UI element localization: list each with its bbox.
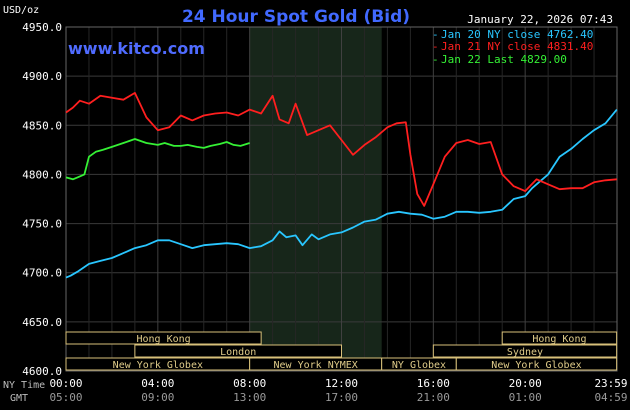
y-tick-label: 4950.0 [22,21,62,34]
session-bar [501,331,618,345]
x-tick-label-gmt: 13:00 [233,391,266,404]
x-tick-label-ny: 16:00 [417,377,450,390]
x-tick-label-gmt: 05:00 [49,391,82,404]
x-tick-label-gmt: 01:00 [509,391,542,404]
unit-label: USD/oz [3,5,39,16]
session-label: Hong Kong [532,334,586,345]
x-tick-label-ny: 20:00 [509,377,542,390]
legend-dash-jan21: - [432,40,439,53]
x-tick-label-gmt: 04:59 [594,391,627,404]
brand-watermark: www.kitco.com [68,39,205,58]
x-tick-label-gmt: 21:00 [417,391,450,404]
series-line-jan20 [65,109,618,279]
session-label: London [220,347,256,358]
x-tick-label-ny: 23:59 [594,377,627,390]
y-tick-label: 4850.0 [22,119,62,132]
x-tick-label-gmt: 09:00 [141,391,174,404]
y-tick-label: 4700.0 [22,267,62,280]
y-tick-label: 4750.0 [22,218,62,231]
session-label: New York Globex [491,360,581,371]
x-axis-gmt-label: GMT [10,393,28,404]
session-bar [432,344,618,358]
x-tick-label-ny: 08:00 [233,377,266,390]
session-bar [65,331,262,345]
x-axis-ny-label: NY Time [3,380,45,391]
legend-item-jan22: Jan 22 Last 4829.00 [441,53,567,66]
legend: Jan 20 NY close 4762.40 Jan 21 NY close … [432,28,593,66]
session-label: NY Globex [392,360,446,371]
legend-item-jan21: Jan 21 NY close 4831.40 [441,40,593,53]
nymex-session-band [249,27,382,371]
y-tick-label: 4600.0 [22,365,62,378]
session-label: New York NYMEX [274,360,358,371]
series-line-jan21 [65,92,617,207]
legend-item-jan20: Jan 20 NY close 4762.40 [441,28,593,41]
y-tick-label: 4800.0 [22,168,62,181]
x-tick-label-gmt: 17:00 [325,391,358,404]
y-tick-label: 4650.0 [22,316,62,329]
session-label: New York Globex [113,360,203,371]
session-label: Sydney [507,347,543,358]
series-line-jan22 [65,138,250,181]
x-tick-label-ny: 00:00 [49,377,82,390]
y-tick-label: 4900.0 [22,70,62,83]
session-bar [455,357,618,371]
session-bar [134,344,342,358]
timestamp: January 22, 2026 07:43 [467,13,613,26]
session-label: Hong Kong [136,334,190,345]
plot-frame [65,26,618,372]
x-tick-label-ny: 12:00 [325,377,358,390]
chart-title: 24 Hour Spot Gold (Bid) [182,7,410,27]
legend-dash-jan22: - [432,53,439,66]
legend-dash-jan20: - [432,28,439,41]
x-tick-label-ny: 04:00 [141,377,174,390]
